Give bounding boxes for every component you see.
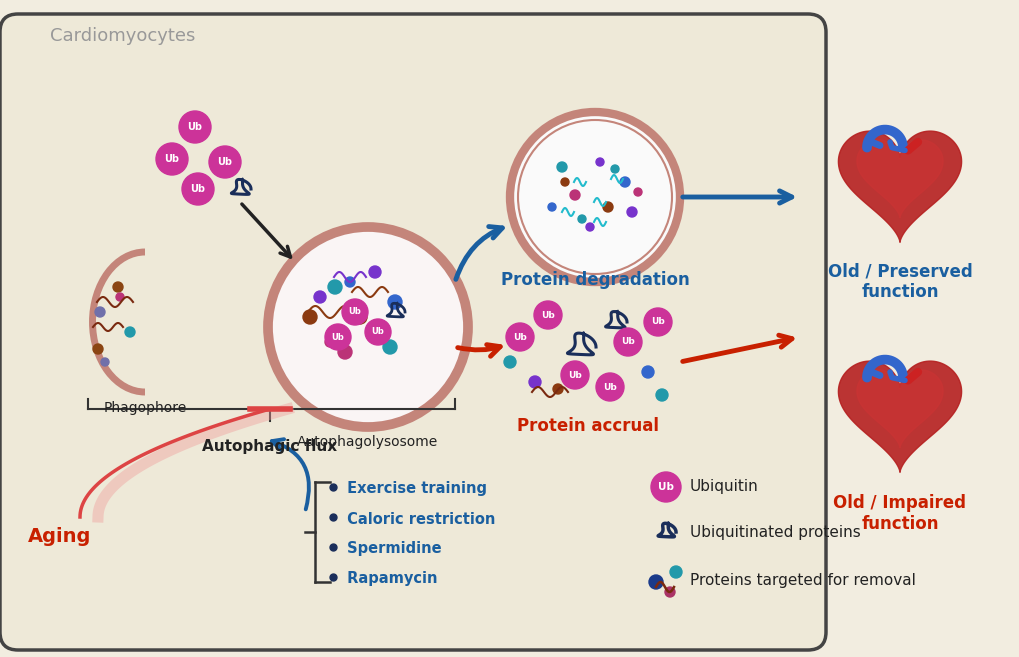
Text: Ubiquitin: Ubiquitin	[689, 480, 758, 495]
Text: Exercise training: Exercise training	[341, 482, 486, 497]
Text: Autophagolysosome: Autophagolysosome	[298, 435, 438, 449]
Text: Caloric restriction: Caloric restriction	[341, 512, 495, 526]
Circle shape	[178, 111, 211, 143]
Text: Ub: Ub	[657, 482, 674, 492]
Circle shape	[613, 328, 641, 356]
Circle shape	[552, 384, 562, 394]
Text: Ub: Ub	[187, 122, 203, 132]
Circle shape	[101, 358, 109, 366]
Circle shape	[268, 227, 468, 427]
Text: Rapamycin: Rapamycin	[341, 572, 437, 587]
Circle shape	[503, 356, 516, 368]
Circle shape	[95, 307, 105, 317]
Circle shape	[328, 280, 341, 294]
Text: Ub: Ub	[541, 311, 554, 319]
Circle shape	[664, 587, 675, 597]
Text: Protein accrual: Protein accrual	[517, 417, 658, 435]
Circle shape	[341, 299, 368, 325]
Circle shape	[610, 165, 619, 173]
Circle shape	[325, 324, 351, 350]
Text: Phagophore: Phagophore	[103, 401, 186, 415]
Circle shape	[586, 223, 593, 231]
Circle shape	[595, 373, 624, 401]
Polygon shape	[838, 131, 961, 242]
Text: Ub: Ub	[164, 154, 179, 164]
Text: Ub: Ub	[602, 382, 616, 392]
Circle shape	[578, 215, 586, 223]
Text: Ub: Ub	[217, 157, 232, 167]
Text: Ub: Ub	[348, 307, 361, 317]
Text: Spermidine: Spermidine	[341, 541, 441, 556]
Circle shape	[353, 310, 367, 324]
Circle shape	[113, 282, 123, 292]
Circle shape	[382, 340, 396, 354]
Text: Ub: Ub	[331, 332, 344, 342]
Circle shape	[641, 366, 653, 378]
Circle shape	[510, 112, 680, 282]
Circle shape	[156, 143, 187, 175]
Circle shape	[556, 162, 567, 172]
Text: Ub: Ub	[371, 327, 384, 336]
Circle shape	[620, 177, 630, 187]
Text: Old / Preserved
function: Old / Preserved function	[826, 262, 971, 301]
Circle shape	[669, 566, 682, 578]
Circle shape	[602, 202, 612, 212]
Circle shape	[303, 310, 317, 324]
Circle shape	[93, 344, 103, 354]
Circle shape	[325, 337, 334, 347]
Text: Ub: Ub	[191, 184, 205, 194]
Circle shape	[505, 323, 534, 351]
Circle shape	[116, 293, 124, 301]
FancyBboxPatch shape	[145, 247, 210, 397]
Text: Ubiquitinated proteins: Ubiquitinated proteins	[689, 524, 860, 539]
Text: Ub: Ub	[650, 317, 664, 327]
FancyBboxPatch shape	[0, 14, 825, 650]
Circle shape	[337, 345, 352, 359]
Circle shape	[560, 178, 569, 186]
Circle shape	[387, 295, 401, 309]
Polygon shape	[856, 370, 943, 448]
Text: Old / Impaired
function: Old / Impaired function	[833, 494, 966, 533]
Text: Aging: Aging	[29, 527, 92, 546]
Circle shape	[560, 361, 588, 389]
Circle shape	[547, 203, 555, 211]
Circle shape	[518, 120, 672, 274]
Circle shape	[314, 291, 326, 303]
Circle shape	[344, 277, 355, 287]
Circle shape	[181, 173, 214, 205]
Circle shape	[650, 472, 681, 502]
Circle shape	[634, 188, 641, 196]
Text: Proteins targeted for removal: Proteins targeted for removal	[689, 572, 915, 587]
Circle shape	[570, 190, 580, 200]
Text: Ub: Ub	[568, 371, 581, 380]
Circle shape	[534, 301, 561, 329]
Circle shape	[125, 327, 135, 337]
Circle shape	[209, 146, 240, 178]
Text: Cardiomyocytes: Cardiomyocytes	[50, 27, 196, 45]
Text: Ub: Ub	[621, 338, 634, 346]
Circle shape	[595, 158, 603, 166]
Polygon shape	[856, 140, 943, 218]
Text: Ub: Ub	[513, 332, 527, 342]
Circle shape	[627, 207, 637, 217]
Text: Autophagic flux: Autophagic flux	[202, 439, 337, 454]
Circle shape	[648, 575, 662, 589]
Polygon shape	[838, 361, 961, 472]
Circle shape	[369, 266, 381, 278]
Circle shape	[655, 389, 667, 401]
Circle shape	[643, 308, 672, 336]
Circle shape	[365, 319, 390, 345]
Circle shape	[278, 237, 458, 417]
Text: Protein degradation: Protein degradation	[500, 271, 689, 289]
Circle shape	[529, 376, 540, 388]
